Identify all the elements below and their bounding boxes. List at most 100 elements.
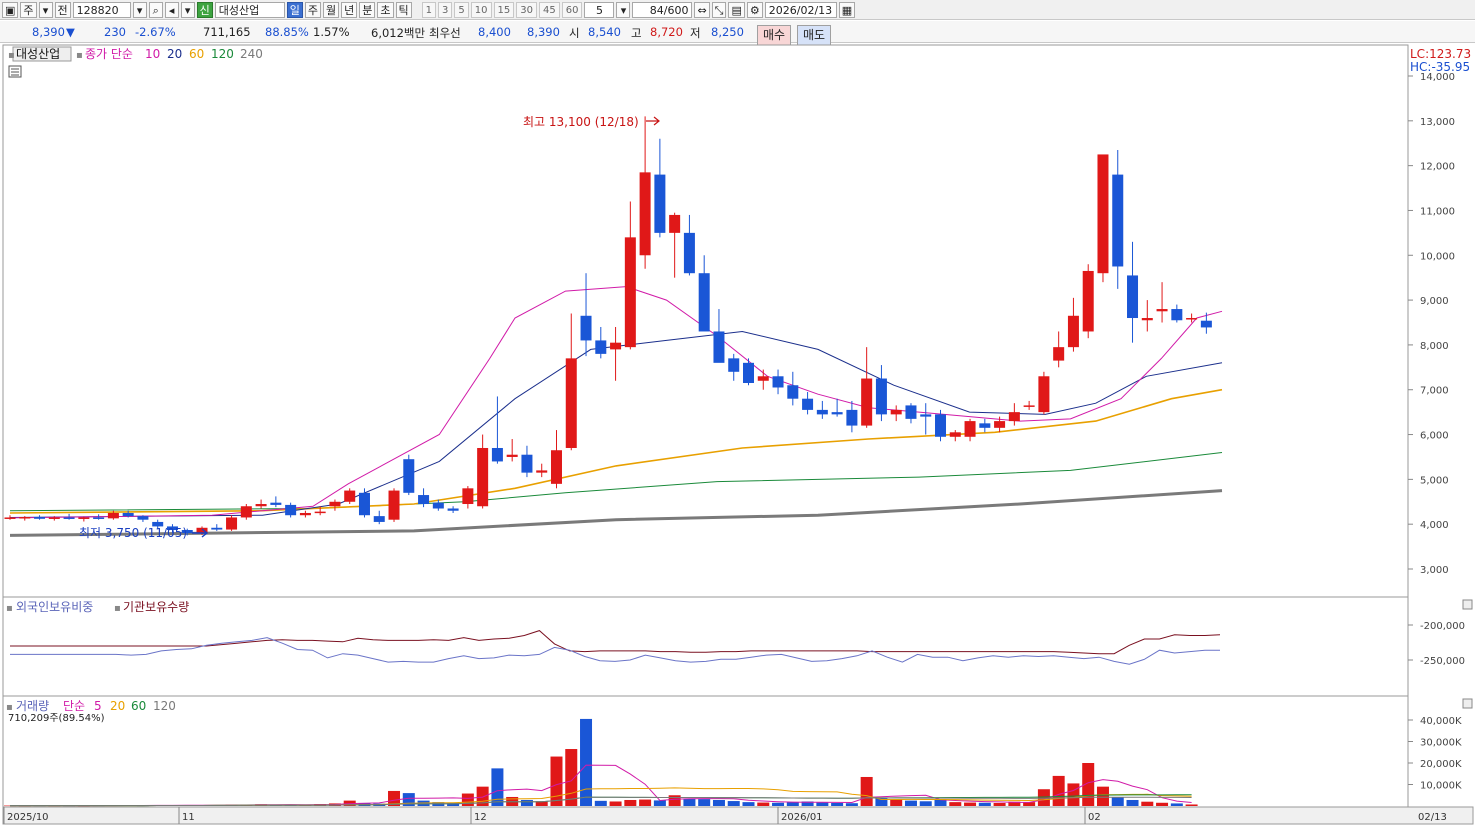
volume-bar	[772, 802, 785, 806]
candle-body	[964, 421, 976, 437]
candle-body	[1082, 270, 1094, 332]
zoom-icon[interactable]: ⇔	[694, 1, 710, 18]
volume-bar	[668, 795, 681, 806]
candle-body	[211, 527, 223, 530]
candle-body	[595, 340, 607, 354]
speaker-icon[interactable]: ◂	[164, 1, 179, 18]
candle-body	[890, 409, 902, 415]
sell-button[interactable]: 매도	[797, 25, 832, 46]
minute-45[interactable]: 45	[538, 1, 560, 18]
ma-240-line	[9, 489, 1223, 537]
search-icon[interactable]: ⌕	[148, 1, 163, 18]
candle-body	[4, 517, 16, 519]
volume-bar	[845, 803, 858, 806]
minute-1[interactable]: 1	[421, 1, 437, 18]
candle-body	[358, 492, 370, 516]
tab-period-year[interactable]: 년	[341, 1, 358, 18]
candle-body	[107, 512, 119, 519]
volume-bar	[964, 802, 977, 806]
volume-bar	[1008, 801, 1021, 806]
tab-period-day[interactable]: 일	[286, 1, 303, 18]
price-tick-label: 9,000	[1420, 296, 1449, 307]
bid-price: 8,390	[527, 25, 560, 39]
volume-bar	[1170, 803, 1183, 806]
high-annotation: 최고 13,100 (12/18)	[523, 115, 639, 129]
holding-collapse-icon[interactable]	[1462, 599, 1473, 610]
volume-tick-label: 40,000K	[1420, 716, 1462, 727]
volume-bar	[712, 799, 725, 806]
minute-10[interactable]: 10	[470, 1, 492, 18]
candle-body	[181, 530, 193, 534]
volume-ma-5: 5	[94, 699, 102, 713]
stock-chart[interactable]: 14,000 13,000 12,000 11,000 10,000 9,000 8,000…	[0, 44, 1475, 825]
candle-body	[19, 517, 31, 519]
tab-period-tick[interactable]: 틱	[395, 1, 412, 18]
lc-value: LC:123.73	[1410, 47, 1471, 61]
minute-30[interactable]: 30	[516, 1, 537, 18]
chart-layout-icon[interactable]: ▣	[2, 1, 19, 18]
volume-bar	[1185, 804, 1198, 806]
count-dropdown-icon[interactable]: ▾	[616, 1, 631, 18]
chart-area[interactable]: 14,000 13,000 12,000 11,000 10,000 9,000 8,000…	[0, 44, 1475, 825]
x-last-date-label: 02/13	[1418, 812, 1447, 823]
market-select[interactable]: 주	[20, 1, 37, 18]
minute-3[interactable]: 3	[438, 1, 453, 18]
candle-body	[1171, 309, 1183, 321]
minute-15[interactable]: 15	[493, 1, 515, 18]
volume-bar	[639, 799, 652, 806]
legend-dot-icon: ▪	[8, 50, 15, 61]
candle-body	[270, 502, 282, 505]
tab-period-month[interactable]: 월	[323, 1, 340, 18]
candle-body	[1112, 174, 1124, 267]
chevron-down-icon[interactable]: ▾	[38, 1, 53, 18]
ma-20-line	[9, 330, 1223, 518]
volume-legend: 거래량	[16, 699, 49, 713]
x-tick-label: 12	[474, 812, 487, 823]
candle-body	[816, 409, 828, 415]
ma-legend-label: 종가 단순	[85, 47, 133, 61]
turnover-rate: 1.57%	[313, 25, 350, 39]
calendar-icon[interactable]: ▦	[838, 1, 856, 18]
code-dropdown-icon[interactable]: ▾	[132, 1, 147, 18]
candle-body	[1186, 318, 1198, 320]
volume-bar	[624, 799, 637, 806]
range-input[interactable]: 84/600	[632, 1, 693, 18]
volume-bar	[831, 802, 844, 806]
high-price: 8,720	[650, 25, 683, 39]
ma-legend-60: 60	[189, 47, 204, 61]
ma-10-line	[9, 286, 1223, 519]
save-icon[interactable]: ▤	[728, 1, 745, 18]
all-select[interactable]: 전	[54, 1, 71, 18]
count-input[interactable]: 5	[584, 1, 615, 18]
volume-bar	[1052, 775, 1065, 806]
date-input[interactable]: 2026/02/13	[764, 1, 837, 18]
candle-body	[683, 232, 695, 274]
candle-body	[979, 423, 991, 428]
price-tick-label: 8,000	[1420, 341, 1449, 352]
price-tick-label: 12,000	[1420, 162, 1455, 173]
tab-period-second[interactable]: 초	[377, 1, 394, 18]
volume-bar	[1023, 802, 1036, 806]
speaker-dropdown-icon[interactable]: ▾	[180, 1, 195, 18]
candle-body	[299, 512, 311, 516]
tool-icon[interactable]: ⤡	[711, 1, 727, 18]
minute-5[interactable]: 5	[454, 1, 469, 18]
candle-body	[802, 398, 814, 410]
open-label: 시	[569, 26, 580, 40]
candle-body	[477, 447, 489, 507]
candle-body	[48, 517, 60, 519]
volume-bar	[949, 802, 962, 806]
price-tick-label: 11,000	[1420, 206, 1455, 217]
candle-body	[639, 172, 651, 256]
volume-collapse-icon[interactable]	[1462, 698, 1473, 709]
minute-60[interactable]: 60	[561, 1, 583, 18]
gear-icon[interactable]: ⚙	[746, 1, 763, 18]
volume-bar	[461, 793, 474, 806]
holding-tick-label: -200,000	[1420, 621, 1465, 632]
stock-name-tag-box	[12, 46, 72, 62]
buy-button[interactable]: 매수	[757, 25, 792, 46]
stock-code-input[interactable]: 128820	[72, 1, 131, 18]
volume-tick-label: 10,000K	[1420, 781, 1462, 792]
tab-period-minute[interactable]: 분	[359, 1, 376, 18]
tab-period-week[interactable]: 주	[304, 1, 322, 18]
